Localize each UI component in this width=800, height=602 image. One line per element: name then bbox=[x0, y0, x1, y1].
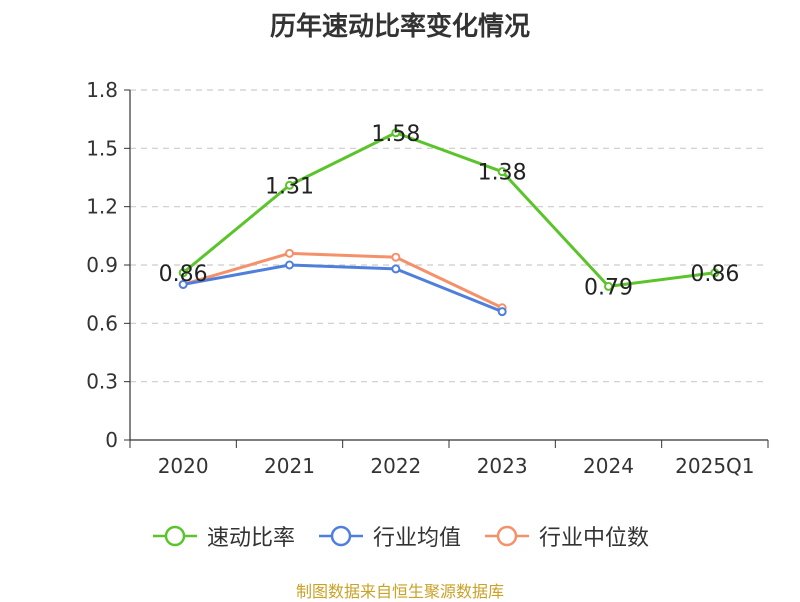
legend-label: 行业中位数 bbox=[539, 526, 650, 551]
legend-swatch bbox=[485, 525, 529, 547]
legend-marker bbox=[330, 525, 352, 547]
data-label: 0.79 bbox=[584, 275, 633, 300]
legend-item[interactable]: 行业中位数 bbox=[483, 520, 649, 552]
data-point bbox=[497, 167, 507, 177]
legend-swatch bbox=[318, 525, 363, 547]
data-label: 0.86 bbox=[690, 262, 739, 287]
y-tick-label: 0 bbox=[105, 428, 118, 452]
legend-label: 速动比率 bbox=[206, 526, 295, 551]
data-point bbox=[391, 128, 401, 138]
legend-swatch bbox=[152, 525, 197, 547]
legend-item[interactable]: 行业均值 bbox=[317, 520, 461, 552]
data-point bbox=[391, 264, 401, 274]
data-label: 0.86 bbox=[159, 262, 208, 287]
x-tick-label: 2023 bbox=[477, 454, 528, 478]
y-tick-label: 1.8 bbox=[86, 78, 118, 102]
x-tick-label: 2020 bbox=[158, 454, 209, 478]
y-tick-label: 1.2 bbox=[86, 195, 118, 219]
data-point bbox=[178, 268, 188, 278]
x-tick-label: 2025Q1 bbox=[675, 454, 754, 478]
legend-marker bbox=[496, 525, 518, 547]
legend-marker bbox=[164, 525, 186, 547]
x-tick-label: 2022 bbox=[370, 454, 421, 478]
data-point bbox=[285, 260, 294, 270]
legend-label: 行业均值 bbox=[372, 526, 461, 551]
series-line-0 bbox=[182, 131, 716, 288]
data-point bbox=[178, 279, 188, 289]
data-label: 1.38 bbox=[478, 161, 527, 186]
legend: 速动比率 行业均值 行业中位数 bbox=[0, 520, 800, 552]
y-tick-label: 0.3 bbox=[86, 370, 118, 394]
label-layer: 0.86 1.31 1.58 1.38 0.79 0.86 bbox=[159, 122, 740, 301]
data-label: 1.58 bbox=[371, 122, 420, 147]
data-point bbox=[285, 248, 294, 258]
x-tick-label: 2024 bbox=[583, 454, 634, 478]
data-point bbox=[391, 252, 401, 262]
series-line-1 bbox=[182, 263, 503, 314]
source-note: 制图数据来自恒生聚源数据库 bbox=[295, 582, 504, 601]
axis-layer: 0 0.3 0.6 0.9 1.2 1.5 1.8 2020 2021 2022 2023 2024 2… bbox=[86, 78, 769, 478]
data-point bbox=[497, 307, 507, 317]
grid-layer bbox=[130, 89, 768, 383]
y-tick-label: 0.9 bbox=[86, 253, 118, 277]
x-tick-label: 2021 bbox=[264, 454, 315, 478]
data-label: 1.31 bbox=[265, 174, 314, 199]
data-point bbox=[710, 268, 720, 278]
data-point bbox=[604, 281, 613, 291]
y-tick-label: 1.5 bbox=[86, 136, 118, 160]
y-tick-label: 0.6 bbox=[86, 311, 118, 335]
series-layer bbox=[178, 128, 720, 317]
legend-item[interactable]: 速动比率 bbox=[151, 520, 295, 552]
series-line-2 bbox=[182, 251, 503, 310]
data-point bbox=[285, 180, 294, 190]
chart-title: 历年速动比率变化情况 bbox=[269, 12, 530, 42]
